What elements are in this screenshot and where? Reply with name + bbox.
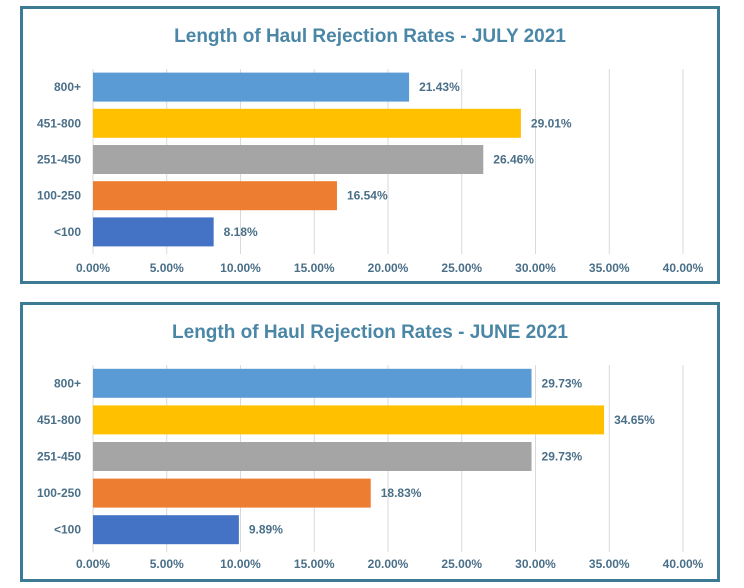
data-label: 9.89% bbox=[249, 523, 283, 537]
chart-june: Length of Haul Rejection Rates - JUNE 20… bbox=[37, 322, 704, 571]
data-label: 34.65% bbox=[614, 413, 655, 427]
chart-july: Length of Haul Rejection Rates - JULY 20… bbox=[37, 26, 704, 275]
bar bbox=[93, 181, 337, 211]
category-label: 800+ bbox=[54, 80, 81, 94]
category-label: 100-250 bbox=[37, 486, 81, 500]
bar bbox=[93, 442, 532, 471]
x-tick-label: 35.00% bbox=[589, 557, 630, 571]
x-tick-label: 10.00% bbox=[220, 557, 261, 571]
x-tick-label: 0.00% bbox=[76, 557, 110, 571]
bar bbox=[93, 72, 410, 102]
x-tick-label: 35.00% bbox=[589, 261, 630, 275]
bar bbox=[93, 515, 239, 545]
bar bbox=[93, 145, 484, 174]
x-tick-label: 5.00% bbox=[150, 261, 184, 275]
category-label: 451-800 bbox=[37, 413, 81, 427]
x-tick-label: 30.00% bbox=[515, 557, 556, 571]
x-tick-label: 10.00% bbox=[220, 261, 261, 275]
chart-panel-june: Length of Haul Rejection Rates - JUNE 20… bbox=[20, 302, 720, 582]
chart-title: Length of Haul Rejection Rates - JULY 20… bbox=[174, 26, 566, 47]
bar bbox=[93, 108, 521, 138]
x-tick-label: 25.00% bbox=[441, 261, 482, 275]
x-tick-label: 0.00% bbox=[76, 261, 110, 275]
x-tick-label: 15.00% bbox=[294, 261, 335, 275]
category-label: 251-450 bbox=[37, 450, 81, 464]
category-label: 100-250 bbox=[37, 189, 81, 203]
data-label: 16.54% bbox=[347, 189, 388, 203]
x-tick-label: 5.00% bbox=[150, 557, 184, 571]
category-label: <100 bbox=[54, 225, 81, 239]
x-tick-label: 40.00% bbox=[663, 261, 704, 275]
data-label: 8.18% bbox=[224, 225, 258, 239]
chart-panel-july: Length of Haul Rejection Rates - JULY 20… bbox=[20, 6, 720, 284]
x-tick-label: 40.00% bbox=[663, 557, 704, 571]
chart-title: Length of Haul Rejection Rates - JUNE 20… bbox=[172, 322, 568, 343]
bar bbox=[93, 405, 605, 435]
data-label: 29.73% bbox=[542, 376, 583, 390]
category-label: <100 bbox=[54, 523, 81, 537]
x-tick-label: 20.00% bbox=[368, 261, 409, 275]
data-label: 29.01% bbox=[531, 116, 572, 130]
data-label: 29.73% bbox=[542, 450, 583, 464]
category-label: 251-450 bbox=[37, 153, 81, 167]
bar bbox=[93, 368, 532, 398]
x-tick-label: 25.00% bbox=[441, 557, 482, 571]
category-label: 451-800 bbox=[37, 116, 81, 130]
x-tick-label: 30.00% bbox=[515, 261, 556, 275]
x-tick-label: 15.00% bbox=[294, 557, 335, 571]
x-tick-label: 20.00% bbox=[368, 557, 409, 571]
category-label: 800+ bbox=[54, 376, 81, 390]
bar bbox=[93, 478, 371, 508]
bar bbox=[93, 217, 214, 247]
data-label: 21.43% bbox=[419, 80, 460, 94]
data-label: 26.46% bbox=[493, 153, 534, 167]
data-label: 18.83% bbox=[381, 486, 422, 500]
